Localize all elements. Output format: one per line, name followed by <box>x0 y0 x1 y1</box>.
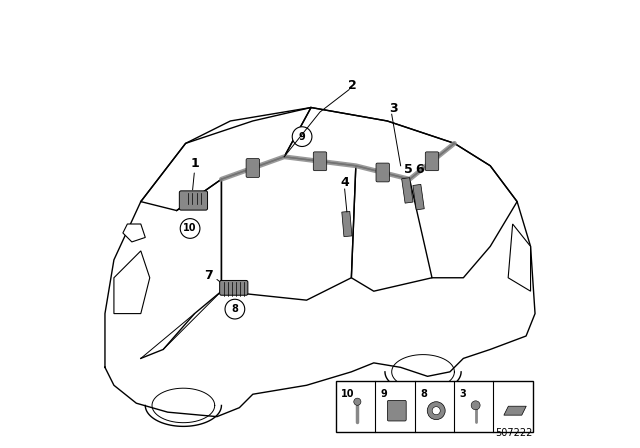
Text: 9: 9 <box>380 389 387 399</box>
Text: 7: 7 <box>205 269 213 282</box>
FancyBboxPatch shape <box>314 152 327 171</box>
Text: 10: 10 <box>341 389 355 399</box>
FancyBboxPatch shape <box>220 280 248 295</box>
Circle shape <box>354 398 361 405</box>
Text: 507222: 507222 <box>495 428 533 438</box>
FancyBboxPatch shape <box>376 163 389 182</box>
Circle shape <box>428 402 445 420</box>
FancyBboxPatch shape <box>336 381 533 432</box>
Polygon shape <box>342 211 352 237</box>
Polygon shape <box>504 406 526 415</box>
FancyBboxPatch shape <box>179 191 207 210</box>
FancyBboxPatch shape <box>425 152 439 171</box>
Circle shape <box>471 401 480 410</box>
Text: 8: 8 <box>232 304 238 314</box>
Text: 8: 8 <box>420 389 427 399</box>
FancyBboxPatch shape <box>246 159 260 177</box>
Polygon shape <box>114 251 150 314</box>
Text: 9: 9 <box>299 132 305 142</box>
Text: 6: 6 <box>415 163 424 176</box>
Circle shape <box>225 299 244 319</box>
Text: 1: 1 <box>190 157 199 170</box>
Circle shape <box>432 407 440 415</box>
Text: 10: 10 <box>183 224 197 233</box>
Text: 4: 4 <box>340 176 349 190</box>
Circle shape <box>292 127 312 146</box>
Polygon shape <box>413 185 424 210</box>
Text: 2: 2 <box>348 78 357 92</box>
Polygon shape <box>123 224 145 242</box>
Text: 3: 3 <box>388 102 397 115</box>
Text: 5: 5 <box>404 163 413 176</box>
Text: 3: 3 <box>460 389 466 399</box>
Polygon shape <box>402 178 413 203</box>
Polygon shape <box>508 224 531 291</box>
Circle shape <box>180 219 200 238</box>
FancyBboxPatch shape <box>387 401 406 421</box>
